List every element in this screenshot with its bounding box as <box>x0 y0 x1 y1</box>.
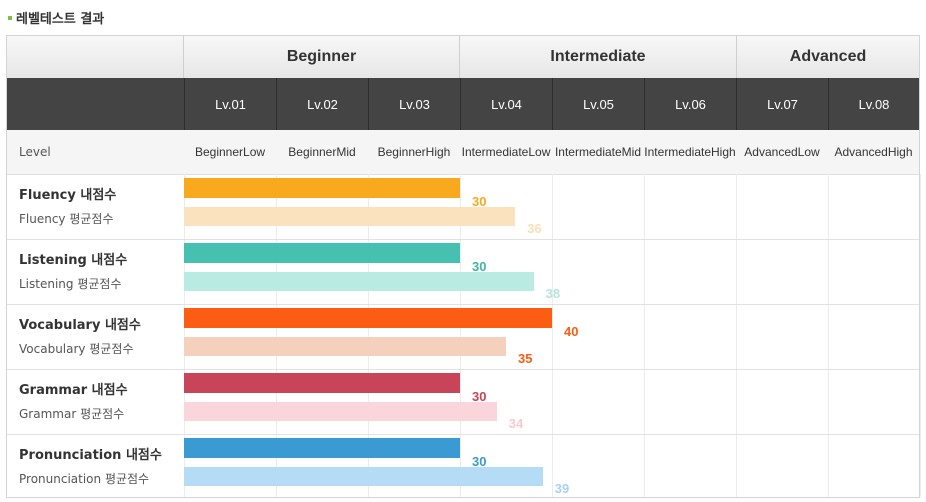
level-name-cell: Advanced High <box>828 130 919 174</box>
my-score-value: 30 <box>472 194 487 209</box>
avg-score-value: 39 <box>554 481 570 496</box>
grid-line <box>460 174 461 497</box>
level-name-cell: Advanced Low <box>736 130 828 174</box>
level-label: Level <box>19 145 51 159</box>
level-code-row <box>7 78 919 130</box>
level-code-cell: Lv.03 <box>368 78 460 130</box>
my-score-value: 30 <box>472 454 487 469</box>
level-name-sub: Low <box>797 144 820 159</box>
my-score-bar <box>184 373 460 393</box>
level-test-result-table: Beginner Intermediate Advanced Level Lv.… <box>6 35 921 498</box>
avg-score-label: Fluency 평균점수 <box>19 212 114 226</box>
level-name-sub: High <box>887 144 913 159</box>
group-header-beginner: Beginner <box>184 36 460 78</box>
level-name-text: Advanced <box>834 144 888 159</box>
level-name-cell: Beginner Mid <box>276 130 368 174</box>
avg-score-bar <box>184 402 497 421</box>
level-name-text: Beginner <box>377 144 426 159</box>
level-name-cell: Beginner Low <box>184 130 276 174</box>
avg-score-bar <box>184 207 516 226</box>
avg-score-bar <box>184 272 534 291</box>
row-divider <box>7 239 919 240</box>
level-name-text: Intermediate <box>554 144 622 159</box>
page-title: 레벨테스트 결과 <box>8 8 104 27</box>
my-score-label: Listening 내점수 <box>19 253 128 268</box>
level-name-sub: Low <box>243 144 266 159</box>
bullet-icon <box>8 15 12 20</box>
my-score-value: 30 <box>472 389 487 404</box>
my-score-value: 40 <box>564 324 579 339</box>
group-header-intermediate: Intermediate <box>460 36 737 78</box>
avg-score-label: Pronunciation 평균점수 <box>19 472 150 486</box>
my-score-label: Vocabulary 내점수 <box>19 318 141 333</box>
level-name-row <box>7 130 919 175</box>
avg-score-label: Listening 평균점수 <box>19 277 122 291</box>
level-name-sub: High <box>711 144 736 159</box>
level-code-cell: Lv.02 <box>276 78 368 130</box>
avg-score-bar <box>184 467 543 486</box>
level-code-cell: Lv.06 <box>644 78 736 130</box>
level-name-text: Advanced <box>744 144 798 159</box>
grid-line <box>644 174 645 497</box>
row-divider <box>7 434 919 435</box>
my-score-bar <box>184 308 552 328</box>
my-score-label: Grammar 내점수 <box>19 383 128 398</box>
my-score-label: Fluency 내점수 <box>19 188 117 203</box>
level-code-cell: Lv.05 <box>552 78 644 130</box>
level-code-cell: Lv.08 <box>828 78 919 130</box>
level-name-cell: Intermediate Mid <box>552 130 644 174</box>
level-name-text: Intermediate <box>644 144 711 159</box>
grid-line <box>276 174 277 497</box>
grid-line <box>736 174 737 497</box>
level-code-cell: Lv.01 <box>184 78 276 130</box>
row-divider <box>7 304 919 305</box>
grid-line <box>552 174 553 497</box>
avg-score-value: 38 <box>545 286 561 301</box>
level-name-sub: Low <box>528 144 551 159</box>
level-name-sub: Mid <box>336 144 356 159</box>
my-score-value: 30 <box>472 259 487 274</box>
header-blank <box>7 36 184 78</box>
grid-line <box>828 174 829 497</box>
avg-score-value: 36 <box>527 221 542 236</box>
row-divider <box>7 369 919 370</box>
avg-score-bar <box>184 337 506 356</box>
level-name-cell: Intermediate Low <box>460 130 552 174</box>
grid-line <box>368 174 369 497</box>
my-score-label: Pronunciation 내점수 <box>19 448 162 463</box>
my-score-bar <box>184 438 460 458</box>
avg-score-label: Vocabulary 평균점수 <box>19 342 134 356</box>
level-name-cell: Intermediate High <box>644 130 736 174</box>
level-code-cell: Lv.04 <box>460 78 552 130</box>
grid-line <box>184 174 185 497</box>
level-name-sub: Mid <box>621 144 642 159</box>
my-score-bar <box>184 178 460 198</box>
grid-line <box>920 174 921 497</box>
avg-score-value: 34 <box>508 416 524 431</box>
avg-score-label: Grammar 평균점수 <box>19 407 125 421</box>
avg-score-value: 35 <box>518 351 533 366</box>
level-name-sub: High <box>425 144 451 159</box>
level-name-text: Beginner <box>288 144 337 159</box>
level-code-cell: Lv.07 <box>736 78 828 130</box>
level-name-text: Beginner <box>194 144 244 159</box>
group-header-advanced: Advanced <box>737 36 919 78</box>
level-name-cell: Beginner High <box>368 130 460 174</box>
my-score-bar <box>184 243 460 263</box>
level-name-text: Intermediate <box>461 144 529 159</box>
